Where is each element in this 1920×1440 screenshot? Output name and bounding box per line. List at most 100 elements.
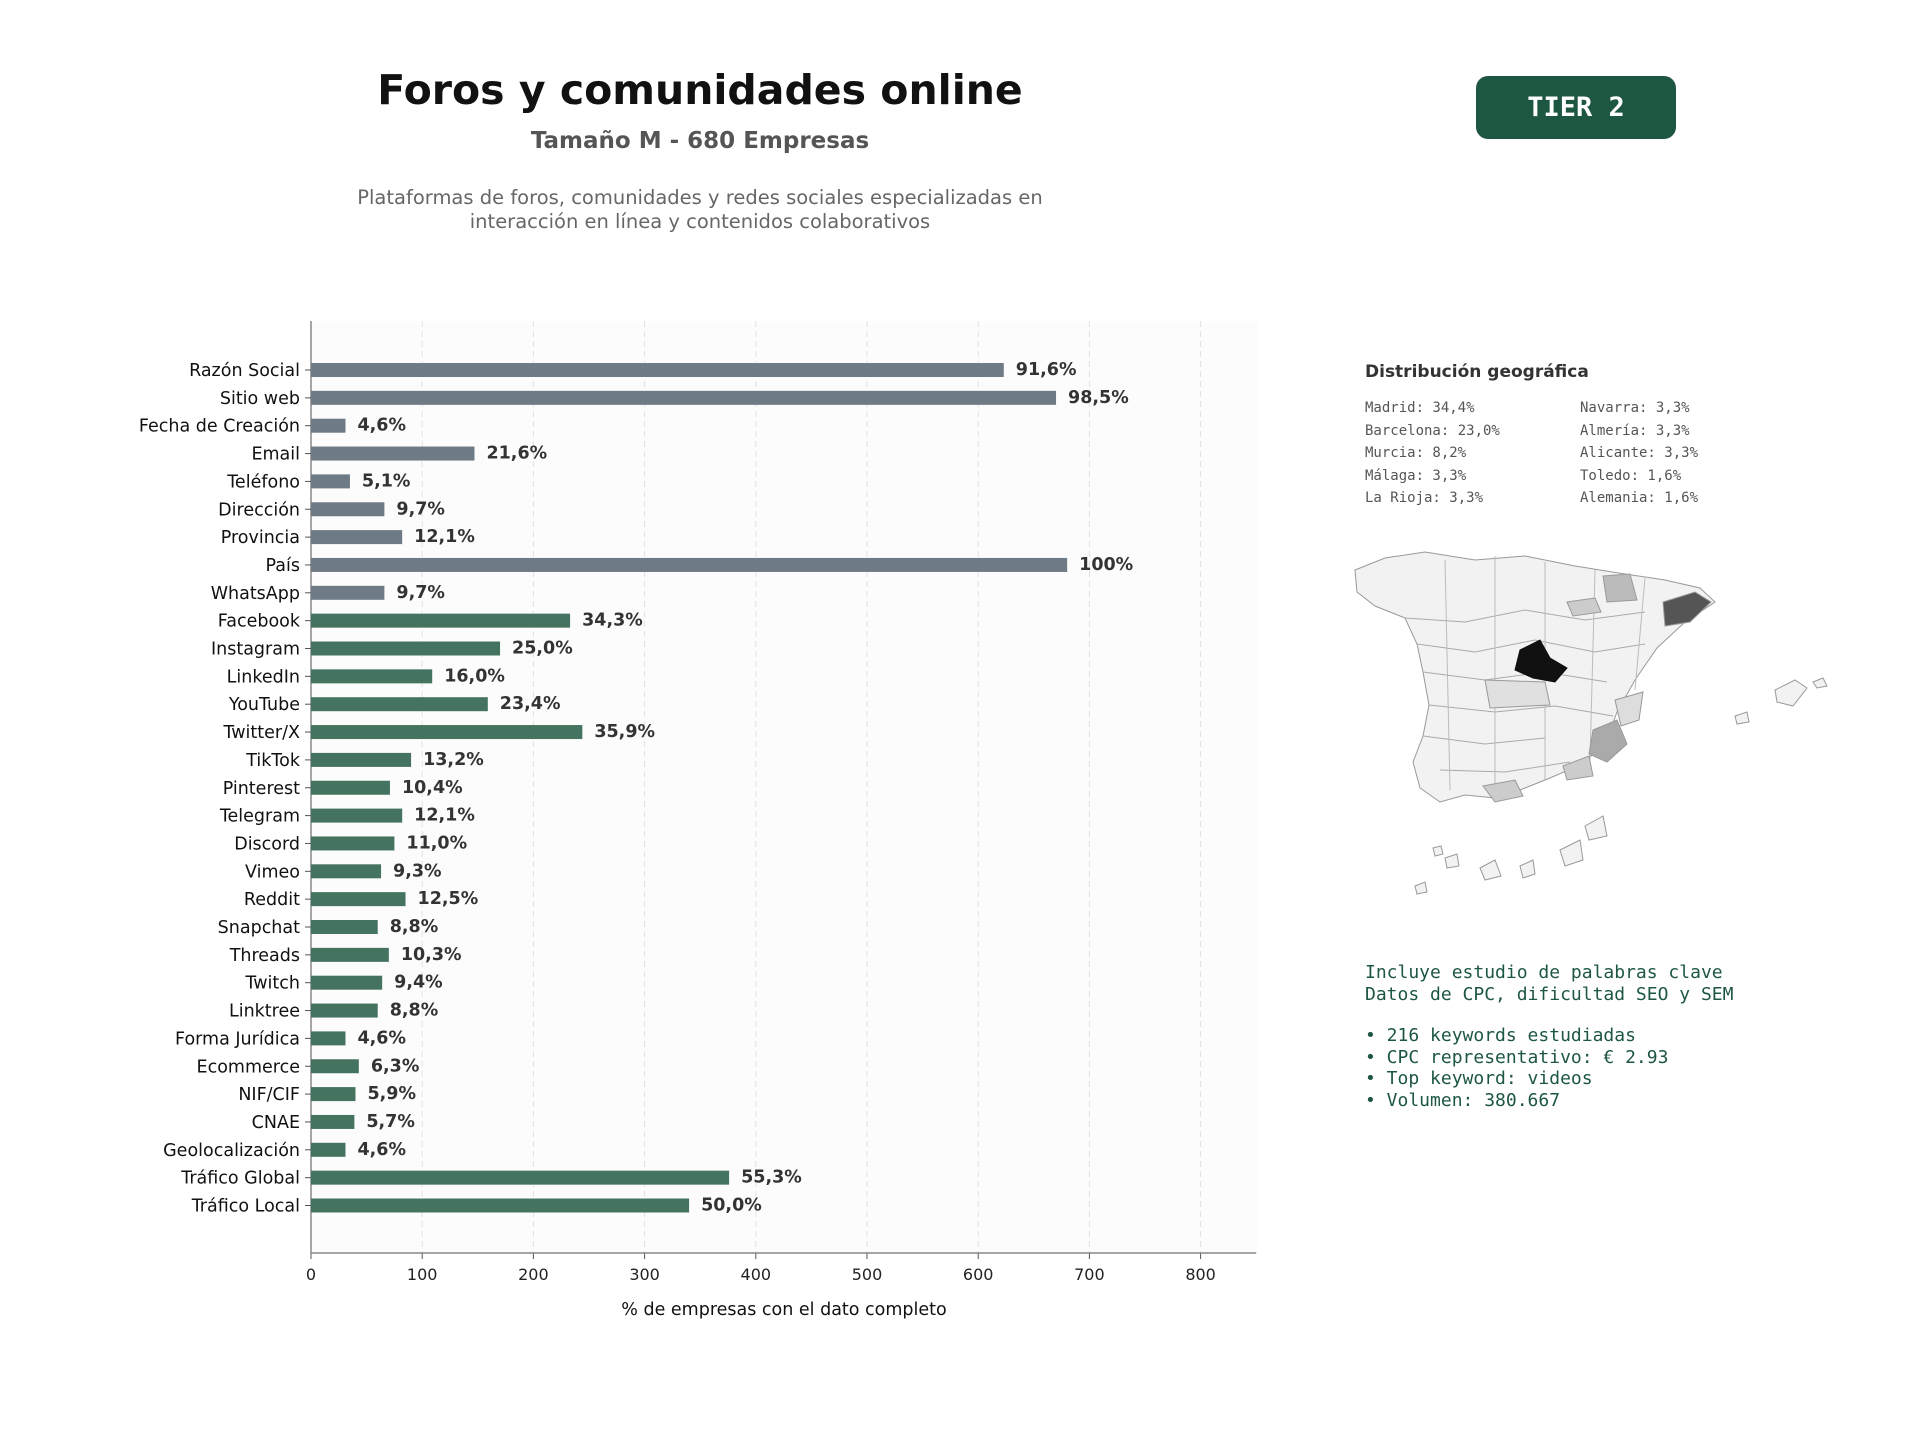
y-tick-label: Sitio web — [220, 389, 300, 409]
y-tick-label: Snapchat — [218, 918, 300, 938]
y-tick-label: Tráfico Global — [180, 1169, 300, 1189]
data-label: 12,1% — [414, 527, 475, 547]
y-tick-label: Teléfono — [226, 472, 300, 492]
plot-area — [311, 321, 1257, 1253]
bar — [311, 752, 412, 767]
x-axis-label: % de empresas con el dato completo — [621, 1300, 946, 1320]
data-label: 100% — [1079, 555, 1133, 575]
x-tick-label: 700 — [1074, 1265, 1105, 1284]
bar — [311, 947, 389, 962]
data-label: 21,6% — [486, 444, 547, 464]
page-title: Foros y comunidades online — [377, 66, 1023, 114]
data-label: 4,6% — [357, 416, 406, 436]
y-tick-label: LinkedIn — [227, 667, 300, 687]
y-tick-label: Vimeo — [245, 862, 300, 882]
data-label: 9,7% — [396, 499, 445, 519]
x-tick-label: 500 — [852, 1265, 883, 1284]
bar — [311, 669, 433, 684]
y-tick-label: Twitter/X — [222, 723, 300, 743]
barcelona-region — [1662, 591, 1712, 627]
data-label: 5,7% — [366, 1112, 415, 1132]
bar — [311, 446, 475, 461]
keywords-bullet: • Volumen: 380.667 — [1365, 1089, 1561, 1111]
y-tick-label: Threads — [229, 946, 300, 966]
spain-provinces-map-icon — [1354, 551, 1828, 895]
data-label: 8,8% — [390, 917, 439, 937]
malaga-region — [1482, 779, 1524, 803]
y-tick-label: Provincia — [221, 528, 300, 548]
y-tick-label: CNAE — [252, 1113, 300, 1133]
geo-item: Alicante: 3,3% — [1580, 445, 1699, 461]
bar — [311, 697, 488, 712]
bar — [311, 613, 571, 628]
x-tick-label: 600 — [963, 1265, 994, 1284]
bar — [311, 1059, 359, 1074]
y-tick-label: Email — [251, 445, 300, 465]
data-label: 34,3% — [582, 611, 643, 631]
geo-item: Alemania: 1,6% — [1580, 490, 1699, 506]
bar — [311, 502, 385, 517]
y-tick-label: Discord — [234, 834, 300, 854]
data-label: 5,1% — [362, 471, 411, 491]
y-tick-label: Pinterest — [223, 779, 300, 799]
data-label: 50,0% — [701, 1196, 762, 1216]
data-label: 4,6% — [357, 1028, 406, 1048]
keywords-line-2: Datos de CPC, dificultad SEO y SEM — [1365, 983, 1734, 1005]
bar — [311, 1142, 346, 1157]
data-label: 55,3% — [741, 1168, 802, 1188]
y-tick-label: Linktree — [229, 1002, 300, 1022]
geo-item: Almería: 3,3% — [1580, 422, 1690, 439]
data-label: 23,4% — [500, 694, 561, 714]
geo-distribution-list: Madrid: 34,4% Navarra: 3,3% Barcelona: 2… — [1365, 400, 1725, 506]
geo-distribution-title: Distribución geográfica — [1365, 362, 1589, 382]
data-label: 10,4% — [402, 778, 463, 798]
bar — [311, 1087, 356, 1102]
y-tick-label: Facebook — [218, 612, 301, 632]
larioja-region — [1566, 597, 1602, 617]
y-tick-label: Geolocalización — [163, 1141, 300, 1161]
bar — [311, 363, 1004, 377]
geo-item: Málaga: 3,3% — [1365, 467, 1467, 484]
keywords-line-1: Incluye estudio de palabras clave — [1365, 962, 1723, 983]
bar — [311, 530, 403, 545]
x-tick-label: 0 — [306, 1265, 316, 1284]
y-tick-label: TikTok — [245, 751, 301, 771]
balearic-islands — [1734, 677, 1828, 725]
keywords-bullet: • CPC representativo: € 2.93 — [1365, 1046, 1669, 1068]
alicante-region — [1614, 691, 1644, 727]
data-label: 9,7% — [396, 583, 445, 603]
y-tick-label: Reddit — [244, 890, 300, 910]
bar — [311, 808, 403, 823]
data-label: 8,8% — [390, 1001, 439, 1021]
y-tick-label: Instagram — [211, 640, 300, 660]
geo-item: Madrid: 34,4% — [1365, 400, 1475, 416]
y-tick-label: Fecha de Creación — [139, 417, 300, 437]
x-tick-label: 200 — [518, 1265, 549, 1284]
murcia-region — [1588, 719, 1628, 763]
bar — [311, 1170, 730, 1185]
tier-badge: TIER 2 — [1476, 76, 1676, 139]
y-tick-label: WhatsApp — [211, 584, 300, 604]
bar — [311, 1031, 346, 1046]
x-tick-label: 100 — [407, 1265, 438, 1284]
data-label: 11,0% — [406, 833, 467, 853]
keywords-bullet: • Top keyword: videos — [1365, 1068, 1593, 1089]
data-label: 9,3% — [393, 861, 442, 881]
page-subtitle: Tamaño M - 680 Empresas — [530, 128, 870, 154]
data-label: 4,6% — [357, 1140, 406, 1160]
description-line-1: Plataformas de foros, comunidades y rede… — [357, 186, 1043, 209]
x-tick-label: 300 — [629, 1265, 660, 1284]
bar — [311, 975, 383, 990]
data-label: 10,3% — [401, 945, 462, 965]
description-line-2: interacción en línea y contenidos colabo… — [469, 210, 931, 233]
bar — [311, 892, 406, 907]
geo-item: Murcia: 8,2% — [1365, 445, 1467, 461]
bar — [311, 920, 378, 934]
bar — [311, 864, 382, 879]
y-tick-label: Telegram — [219, 807, 300, 827]
y-tick-label: NIF/CIF — [238, 1085, 300, 1105]
bar — [311, 390, 1057, 405]
data-label: 12,1% — [414, 806, 475, 826]
canary-islands — [1414, 815, 1608, 895]
